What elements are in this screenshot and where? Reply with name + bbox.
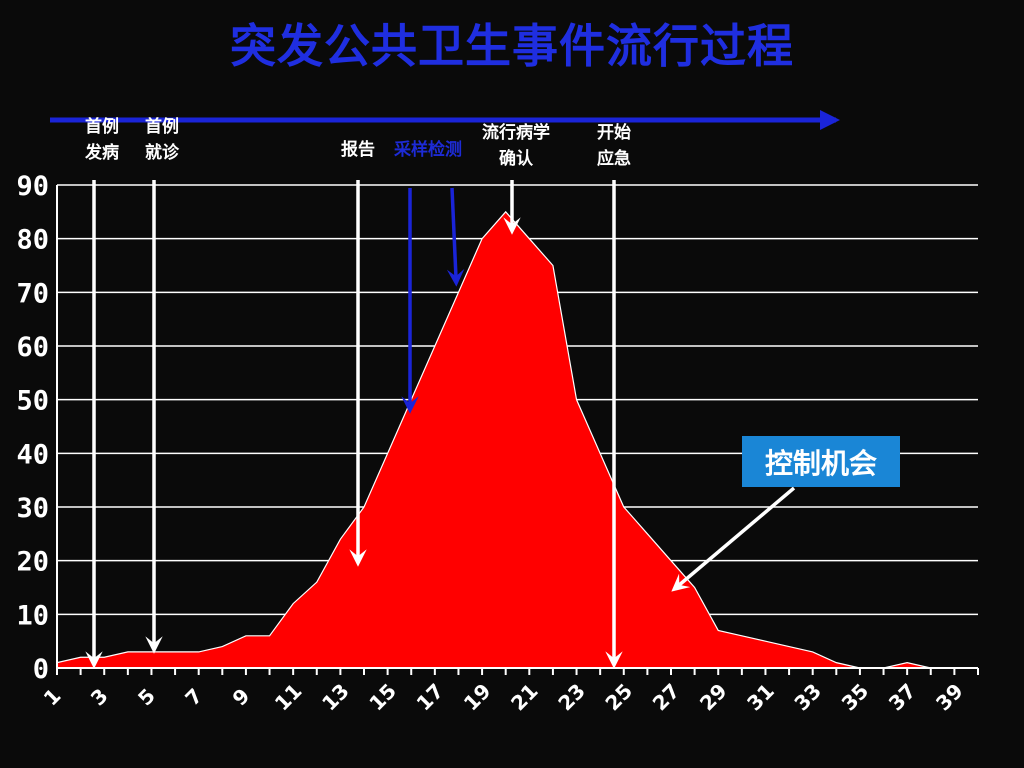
y-tick-80: 80 <box>16 225 49 256</box>
chart-title: 突发公共卫生事件流行过程 <box>230 19 794 73</box>
x-tick-3: 3 <box>86 684 113 711</box>
x-tick-23: 23 <box>553 679 590 716</box>
y-tick-30: 30 <box>16 493 49 524</box>
y-tick-70: 70 <box>16 278 49 309</box>
y-tick-20: 20 <box>16 547 49 578</box>
emergency-label-1: 开始 <box>597 122 631 143</box>
x-tick-27: 27 <box>648 679 685 716</box>
y-tick-0: 0 <box>33 654 49 685</box>
y-tick-50: 50 <box>16 386 49 417</box>
first-onset-label-1: 首例 <box>85 116 119 137</box>
x-tick-19: 19 <box>459 679 496 716</box>
sampling-arrow-2 <box>446 187 465 287</box>
x-tick-33: 33 <box>789 679 826 716</box>
first-visit-label-1: 首例 <box>145 116 179 137</box>
y-tick-labels: 0 10 20 30 40 50 60 70 80 90 <box>16 171 49 685</box>
x-tick-17: 17 <box>412 679 449 716</box>
x-tick-35: 35 <box>837 679 874 716</box>
x-tick-1: 1 <box>39 684 66 711</box>
x-tick-37: 37 <box>884 679 921 716</box>
axes <box>56 185 979 675</box>
x-tick-7: 7 <box>180 684 207 711</box>
sampling-label: 采样检测 <box>393 139 462 160</box>
x-tick-9: 9 <box>228 684 255 711</box>
first-visit-label-2: 就诊 <box>145 142 180 163</box>
x-tick-13: 13 <box>317 679 354 716</box>
y-tick-60: 60 <box>16 332 49 363</box>
control-arrow <box>671 486 796 592</box>
first-onset-label-2: 发病 <box>84 142 119 163</box>
epi-confirm-label-1: 流行病学 <box>482 122 550 143</box>
y-tick-40: 40 <box>16 439 49 470</box>
x-tick-31: 31 <box>742 679 779 716</box>
y-tick-10: 10 <box>16 600 49 631</box>
x-tick-15: 15 <box>364 679 401 716</box>
report-label: 报告 <box>341 139 375 160</box>
x-tick-5: 5 <box>133 684 160 711</box>
y-tick-90: 90 <box>16 171 49 202</box>
epi-confirm-label-2: 确认 <box>499 148 534 169</box>
x-tick-29: 29 <box>695 679 732 716</box>
x-tick-21: 21 <box>506 679 543 716</box>
x-tick-25: 25 <box>600 679 637 716</box>
x-tick-39: 39 <box>931 679 968 716</box>
emergency-label-2: 应急 <box>597 148 631 169</box>
x-tick-labels: 1 3 5 7 9 11 13 15 17 19 21 23 25 27 29 31 33 35 37 39 <box>39 679 968 716</box>
control-opportunity-callout: 控制机会 <box>742 436 900 487</box>
x-tick-11: 11 <box>270 679 307 716</box>
